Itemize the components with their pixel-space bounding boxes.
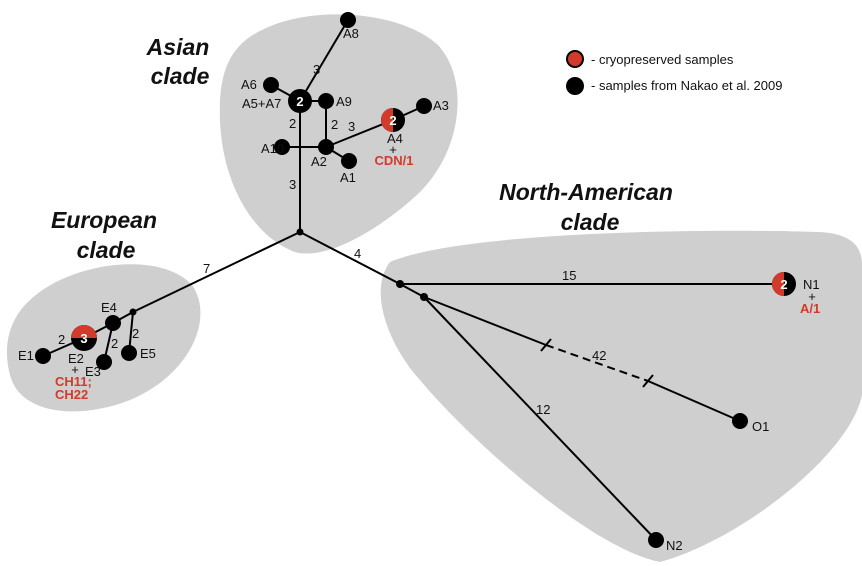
edge-label: 42 <box>592 348 606 363</box>
node-N2 <box>648 532 664 548</box>
node-count-N1: 2 <box>780 277 787 292</box>
node-label-E4: E4 <box>101 300 117 315</box>
edge-label: 2 <box>132 326 139 341</box>
edge-label: 3 <box>313 62 320 77</box>
north-american-clade-title: North-American <box>499 179 673 205</box>
asian-clade-region <box>219 14 458 254</box>
legend-cryo-label: - cryopreserved samples <box>591 52 734 67</box>
node-A9 <box>318 93 334 109</box>
junction-node <box>396 280 404 288</box>
node-count-A4: 2 <box>389 113 396 128</box>
node-A4 <box>381 108 405 132</box>
node-E4 <box>105 315 121 331</box>
legend-cryo-swatch <box>566 50 584 68</box>
junction-node <box>296 228 304 236</box>
node-A10 <box>274 139 290 155</box>
north-american-clade-subtitle: clade <box>561 209 620 235</box>
node-label-A2: A2 <box>311 154 327 169</box>
cryo-label-A4: CDN/1 <box>374 153 413 168</box>
node-A5A7 <box>288 89 312 113</box>
node-label-A8: A8 <box>343 26 359 41</box>
asian-clade-subtitle: clade <box>151 63 210 89</box>
node-label-A5A7: A5+A7 <box>242 96 281 111</box>
node-label-A3: A3 <box>433 98 449 113</box>
node-A1 <box>341 153 357 169</box>
legend: - cryopreserved samples - samples from N… <box>566 50 782 95</box>
cryo-label-E2-line2: CH22 <box>55 387 88 402</box>
north-american-clade-region <box>380 230 862 562</box>
plus-sign-E2: + <box>71 362 79 377</box>
edge-label: 3 <box>289 177 296 192</box>
edge-label: 2 <box>58 332 65 347</box>
node-label-E5: E5 <box>140 346 156 361</box>
european-clade-title: European <box>51 207 157 233</box>
node-O1 <box>732 413 748 429</box>
node-label-A4: A4 <box>387 131 403 146</box>
node-E1 <box>35 348 51 364</box>
node-label-O1: O1 <box>752 419 769 434</box>
european-clade-region <box>6 264 201 412</box>
legend-nakao-label: - samples from Nakao et al. 2009 <box>591 78 782 93</box>
node-label-E1: E1 <box>18 348 34 363</box>
node-count-E2: 3 <box>80 331 87 346</box>
node-label-A9: A9 <box>336 94 352 109</box>
asian-clade-title: Asian <box>146 34 210 60</box>
node-label-N1: N1 <box>803 277 820 292</box>
node-E5 <box>121 345 137 361</box>
node-label-A1: A1 <box>340 170 356 185</box>
european-clade-subtitle: clade <box>77 237 136 263</box>
edge-label: 15 <box>562 268 576 283</box>
node-N1 <box>772 272 796 296</box>
legend-nakao-swatch <box>566 77 584 95</box>
junction-node <box>129 308 137 316</box>
edge-label: 12 <box>536 402 550 417</box>
edge-label: 4 <box>354 246 361 261</box>
node-A6 <box>263 77 279 93</box>
edge-label: 2 <box>111 336 118 351</box>
node-label-E2: E2 <box>68 351 84 366</box>
node-E3 <box>96 354 112 370</box>
node-label-A10: A10 <box>261 141 284 156</box>
node-E2 <box>71 325 97 351</box>
node-label-A6: A6 <box>241 77 257 92</box>
junction-node <box>420 293 428 301</box>
cryo-label-E2-line1: CH11; <box>55 374 92 389</box>
plus-sign-N1: + <box>808 289 816 304</box>
plus-sign-A4: + <box>389 142 397 157</box>
cryo-label-N1: A/1 <box>800 301 820 316</box>
edge-label: 2 <box>331 117 338 132</box>
node-label-N2: N2 <box>666 538 683 553</box>
node-label-E3: E3 <box>85 364 101 379</box>
node-A3 <box>416 98 432 114</box>
node-A2 <box>318 139 334 155</box>
edge-label: 2 <box>289 116 296 131</box>
node-A8 <box>340 12 356 28</box>
edge-label: 7 <box>203 261 210 276</box>
edge-label: 3 <box>348 119 355 134</box>
node-count-A5A7: 2 <box>296 94 303 109</box>
